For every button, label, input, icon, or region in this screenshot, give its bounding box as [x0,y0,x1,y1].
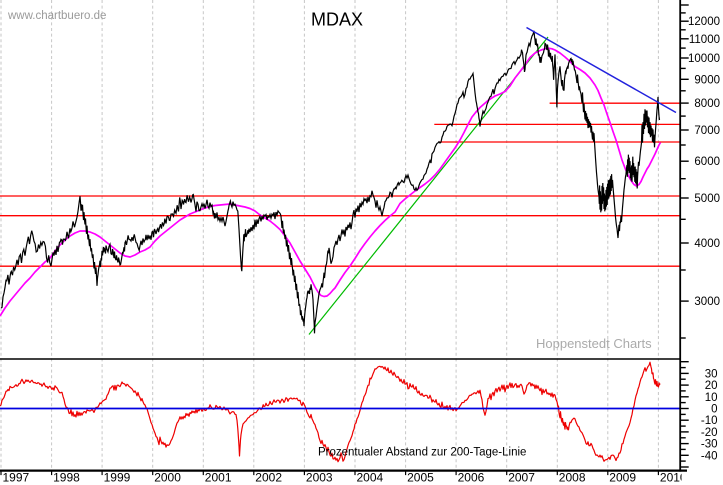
svg-text:-40: -40 [701,450,718,462]
svg-text:1999: 1999 [104,471,131,485]
svg-text:MDAX: MDAX [311,10,363,30]
svg-text:2007: 2007 [508,471,535,485]
svg-text:6000: 6000 [694,156,720,168]
svg-text:30: 30 [705,368,718,380]
svg-text:8000: 8000 [694,98,720,110]
svg-text:2000: 2000 [154,471,181,485]
svg-text:9000: 9000 [694,74,720,86]
svg-text:-30: -30 [701,439,718,451]
svg-text:7000: 7000 [694,125,720,137]
svg-text:2010: 2010 [660,471,687,485]
svg-text:2008: 2008 [559,471,586,485]
svg-text:www.chartbuero.de: www.chartbuero.de [7,10,106,22]
svg-text:12000: 12000 [688,16,720,28]
svg-text:-20: -20 [701,427,718,439]
svg-text:1997: 1997 [3,471,30,485]
svg-text:2001: 2001 [205,471,232,485]
svg-text:1998: 1998 [53,471,80,485]
svg-text:5000: 5000 [694,193,720,205]
svg-text:20: 20 [705,380,718,392]
svg-text:10000: 10000 [688,53,720,65]
svg-text:4000: 4000 [694,238,720,250]
svg-text:Hoppenstedt Charts: Hoppenstedt Charts [536,336,652,351]
svg-text:2004: 2004 [357,471,384,485]
svg-text:2002: 2002 [255,471,282,485]
svg-text:2005: 2005 [407,471,434,485]
svg-text:10: 10 [705,392,718,404]
svg-text:0: 0 [711,404,717,416]
svg-text:Prozentualer Abstand zur 200-T: Prozentualer Abstand zur 200-Tage-Linie [318,447,526,459]
svg-text:2006: 2006 [458,471,485,485]
svg-text:-10: -10 [701,415,718,427]
svg-text:2009: 2009 [609,471,636,485]
svg-text:3000: 3000 [694,296,720,308]
svg-text:2003: 2003 [306,471,333,485]
svg-text:11000: 11000 [689,34,720,46]
